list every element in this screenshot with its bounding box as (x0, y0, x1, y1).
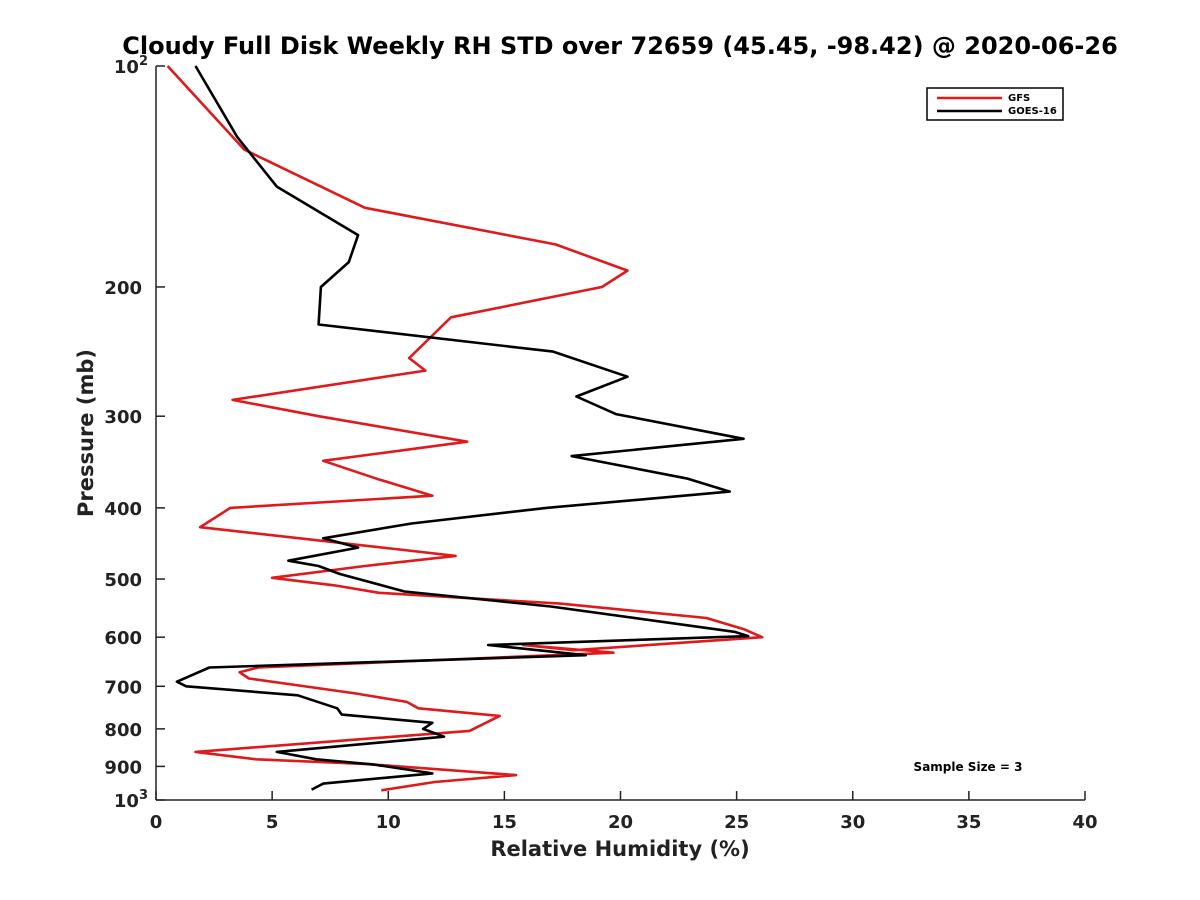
x-tick-label: 5 (266, 812, 279, 833)
y-tick-label: 102 (114, 54, 148, 78)
x-ticks: 0 5 10 15 20 25 30 35 40 (150, 791, 1098, 833)
x-axis-label: Relative Humidity (%) (490, 837, 749, 861)
x-tick-label: 10 (376, 812, 401, 833)
legend-label-gfs: GFS (1008, 93, 1030, 104)
legend-box (926, 87, 1064, 121)
x-tick-label: 25 (724, 812, 749, 833)
x-tick-label: 40 (1072, 812, 1097, 833)
x-tick-label: 30 (840, 812, 865, 833)
series-line-gfs (166, 65, 764, 792)
y-tick-label: 200 (104, 278, 142, 299)
x-tick-label: 20 (608, 812, 633, 833)
series-layer (166, 65, 764, 792)
y-tick-label: 700 (104, 677, 142, 698)
x-tick-label: 15 (492, 812, 517, 833)
y-axis-label: Pressure (mb) (74, 349, 98, 517)
series-line-goes16 (175, 65, 750, 791)
sample-size-annotation: Sample Size = 3 (914, 760, 1023, 774)
y-tick-label: 300 (104, 407, 142, 428)
legend-label-goes16: GOES-16 (1008, 106, 1057, 117)
y-tick-label: 400 (104, 499, 142, 520)
y-tick-label: 500 (104, 570, 142, 591)
legend: GFS GOES-16 (926, 87, 1064, 121)
plot-area (156, 66, 1085, 800)
y-tick-label: 103 (114, 788, 148, 812)
chart-title: Cloudy Full Disk Weekly RH STD over 7265… (122, 32, 1118, 60)
y-tick-label: 600 (104, 628, 142, 649)
x-tick-label: 0 (150, 812, 163, 833)
y-tick-label: 900 (104, 757, 142, 778)
x-tick-label: 35 (956, 812, 981, 833)
y-ticks: 102 200 300 400 500 600 700 800 900 103 (104, 54, 165, 812)
y-tick-label: 800 (104, 720, 142, 741)
